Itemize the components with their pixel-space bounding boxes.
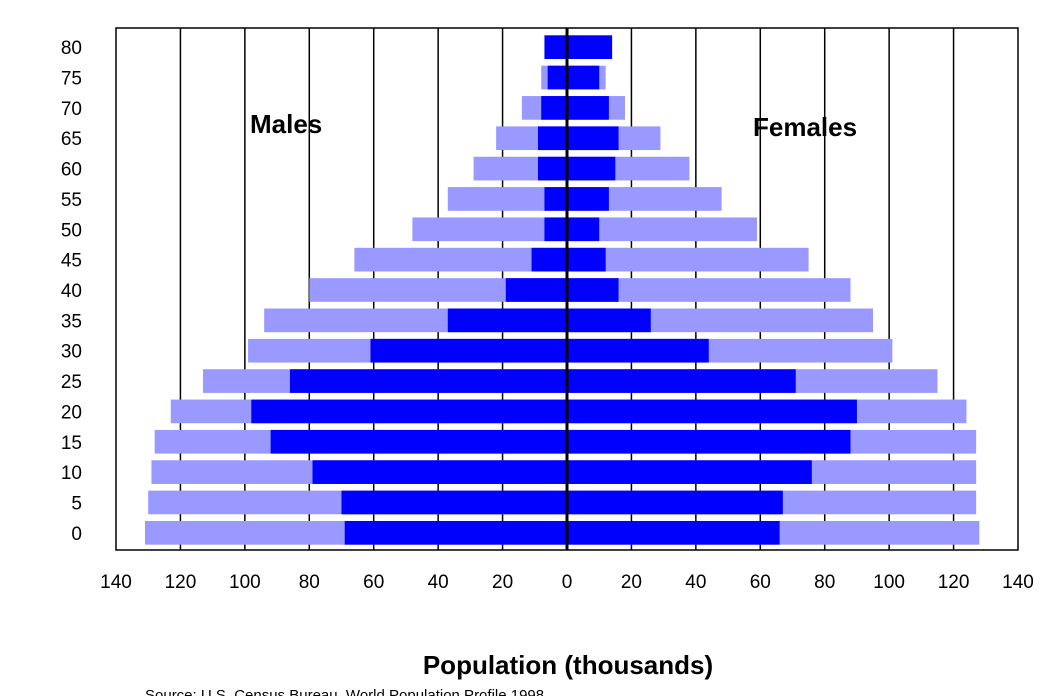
females-inner-bar-age-50 — [567, 217, 600, 242]
y-tick-label-5: 5 — [71, 493, 82, 514]
males-inner-bar-age-35 — [447, 308, 567, 333]
females-inner-bar-age-40 — [567, 278, 619, 302]
males-outer-bar-age-50 — [412, 217, 567, 242]
males-inner-bar-age-20 — [251, 399, 568, 424]
females-inner-bar-age-65 — [567, 126, 619, 151]
y-tick-label-35: 35 — [61, 311, 82, 332]
females-inner-bar-age-5 — [567, 490, 783, 515]
x-tick-label: 40 — [428, 572, 449, 593]
x-tick-label: 60 — [363, 572, 384, 593]
x-tick-label: 40 — [685, 572, 706, 593]
males-label: Males — [250, 109, 322, 139]
y-tick-label-70: 70 — [61, 99, 82, 120]
y-tick-label-20: 20 — [61, 402, 82, 423]
females-inner-bar-age-25 — [567, 369, 796, 393]
females-inner-bar-age-10 — [567, 460, 812, 484]
y-tick-label-60: 60 — [61, 160, 82, 181]
y-tick-label-75: 75 — [61, 69, 82, 90]
x-tick-label: 80 — [299, 572, 320, 593]
males-inner-bar-age-65 — [538, 126, 567, 151]
y-tick-label-30: 30 — [61, 342, 82, 363]
females-inner-bar-age-15 — [567, 429, 851, 454]
males-inner-bar-age-80 — [544, 35, 567, 60]
females-inner-bar-age-55 — [567, 187, 609, 211]
bars — [144, 35, 980, 545]
females-inner-bar-age-30 — [567, 338, 709, 363]
x-tick-label: 20 — [492, 572, 513, 593]
x-tick-label: 100 — [229, 572, 261, 593]
y-tick-label-55: 55 — [61, 190, 82, 211]
x-tick-label: 100 — [873, 572, 905, 593]
females-outer-bar-age-50 — [567, 217, 758, 242]
males-outer-bar-age-45 — [354, 247, 567, 272]
females-inner-bar-age-35 — [567, 308, 651, 333]
y-tick-label-50: 50 — [61, 220, 82, 241]
x-tick-label: 120 — [165, 572, 197, 593]
x-tick-label: 0 — [562, 572, 573, 593]
x-tick-label: 120 — [938, 572, 970, 593]
males-inner-bar-age-70 — [541, 96, 567, 120]
y-tick-label-65: 65 — [61, 129, 82, 150]
x-tick-label: 140 — [1002, 572, 1034, 593]
females-inner-bar-age-75 — [567, 65, 600, 90]
males-inner-bar-age-75 — [547, 65, 567, 90]
y-tick-label-40: 40 — [61, 281, 82, 302]
y-tick-label-45: 45 — [61, 251, 82, 272]
y-tick-label-80: 80 — [61, 38, 82, 59]
x-axis-label: Population (thousands) — [423, 650, 713, 680]
males-inner-bar-age-10 — [312, 460, 567, 484]
x-tick-label: 140 — [100, 572, 132, 593]
y-tick-label-10: 10 — [61, 463, 82, 484]
males-inner-bar-age-5 — [341, 490, 567, 515]
x-tick-label: 80 — [814, 572, 835, 593]
source-note: Source: U.S. Census Bureau, World Popula… — [145, 687, 544, 696]
males-inner-bar-age-0 — [344, 520, 567, 545]
y-tick-label-0: 0 — [71, 524, 82, 545]
males-outer-bar-age-40 — [309, 278, 567, 302]
x-tick-label: 60 — [750, 572, 771, 593]
females-outer-bar-age-45 — [567, 247, 809, 272]
y-tick-label-25: 25 — [61, 372, 82, 393]
males-inner-bar-age-60 — [538, 156, 567, 181]
males-outer-bar-age-55 — [447, 187, 567, 211]
axes: 0 5 10 15 20 25 30 35 40 45 50 55 60 65 70 75 80 140 120 10… — [61, 27, 1034, 593]
females-inner-bar-age-20 — [567, 399, 857, 424]
males-inner-bar-age-25 — [289, 369, 567, 393]
males-inner-bar-age-45 — [531, 247, 567, 272]
females-inner-bar-age-60 — [567, 156, 616, 181]
males-inner-bar-age-15 — [270, 429, 567, 454]
females-inner-bar-age-0 — [567, 520, 780, 545]
females-inner-bar-age-80 — [567, 35, 613, 60]
males-inner-bar-age-30 — [370, 338, 567, 363]
females-inner-bar-age-70 — [567, 96, 609, 120]
females-inner-bar-age-45 — [567, 247, 606, 272]
males-inner-bar-age-50 — [544, 217, 567, 242]
y-tick-label-15: 15 — [61, 433, 82, 454]
labels: Males Females Population (thousands) Sou… — [145, 109, 857, 696]
x-tick-label: 20 — [621, 572, 642, 593]
females-label: Females — [753, 112, 857, 142]
males-inner-bar-age-55 — [544, 187, 567, 211]
males-inner-bar-age-40 — [505, 278, 567, 302]
females-outer-bar-age-40 — [567, 278, 851, 302]
